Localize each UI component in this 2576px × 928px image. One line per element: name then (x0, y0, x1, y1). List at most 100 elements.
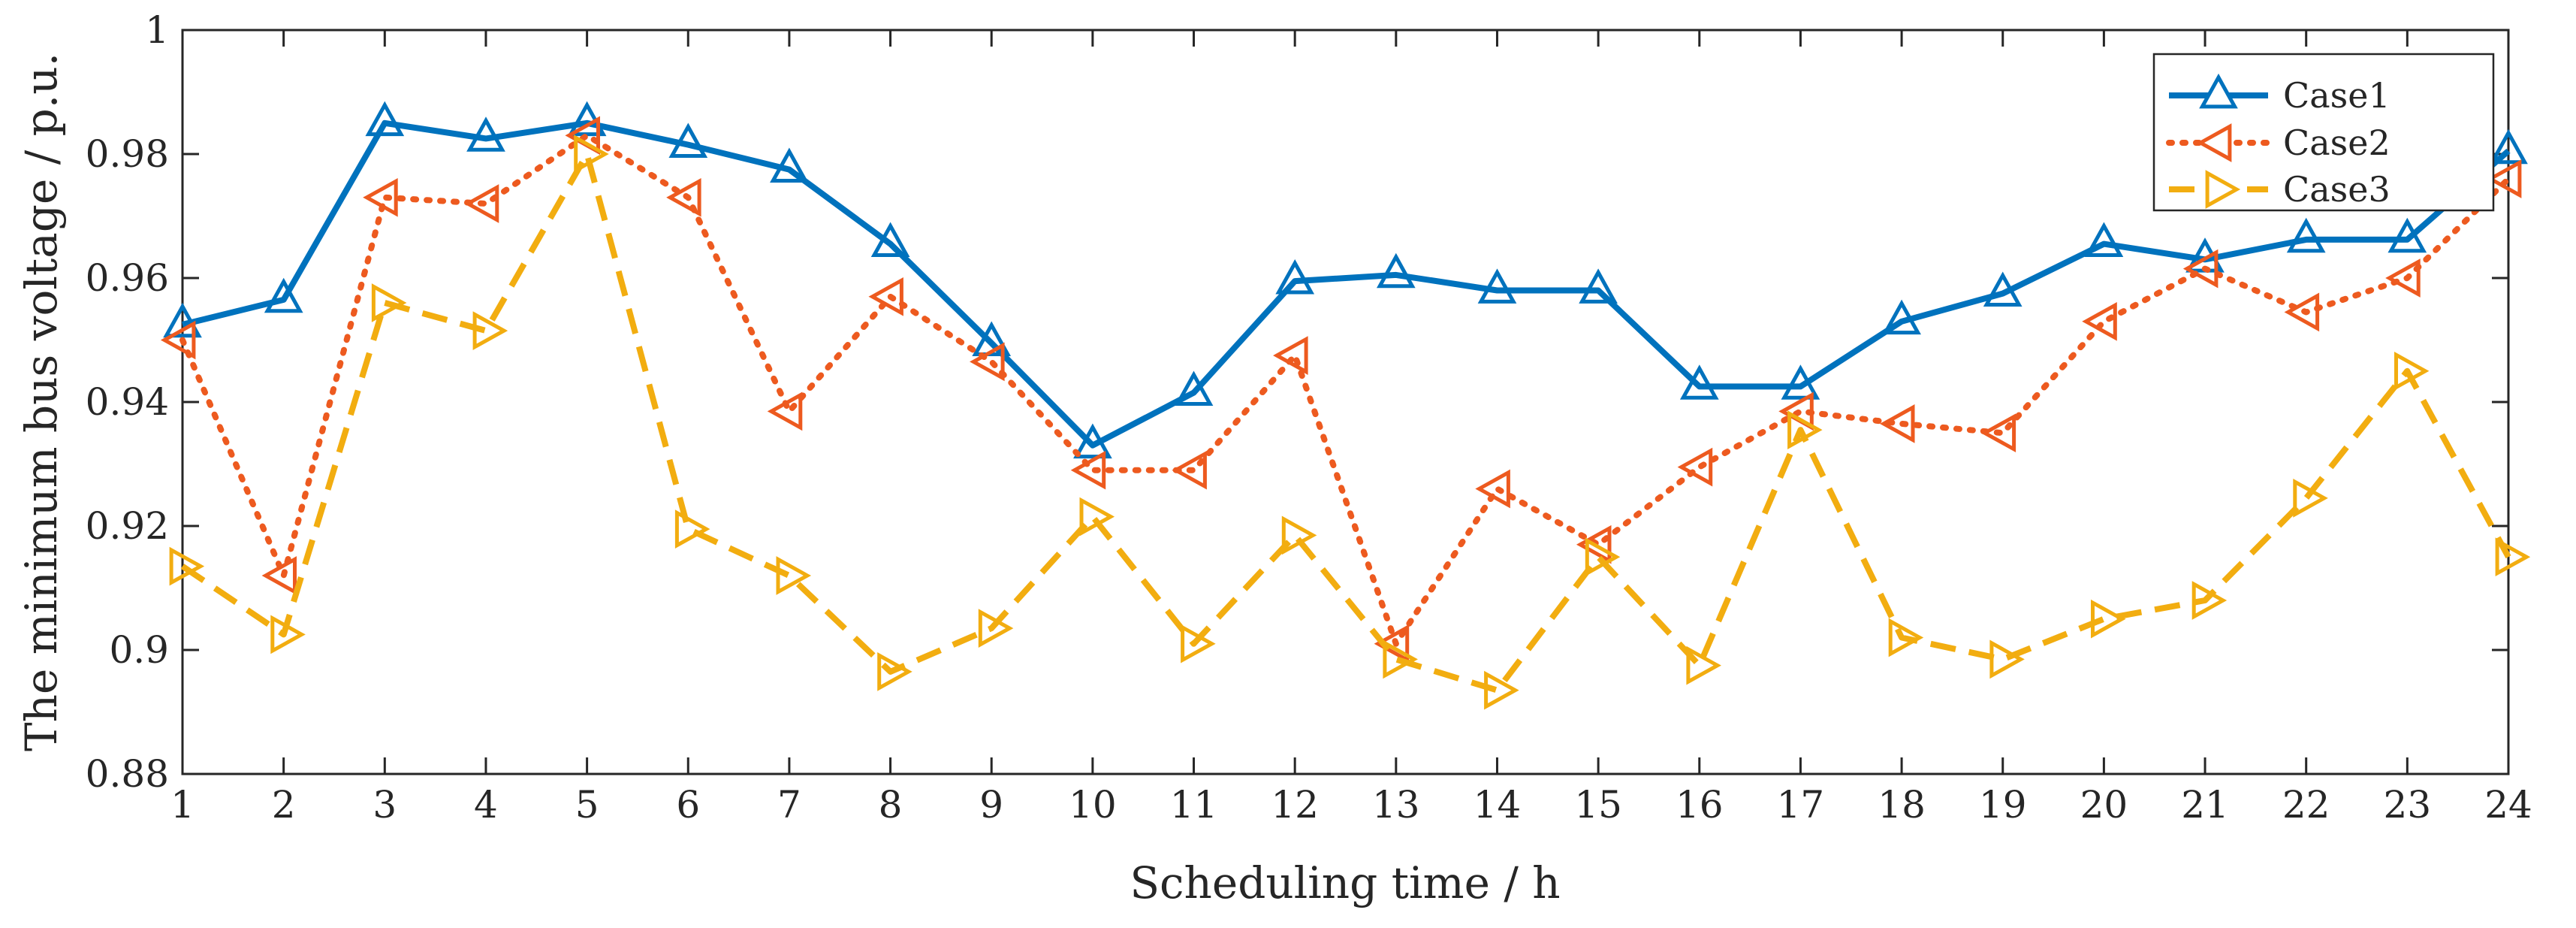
data-point-case1 (1376, 252, 1416, 289)
y-axis-title: The minimum bus voltage / p.u. (16, 53, 67, 751)
legend: Case1 Case2 Case3 (2152, 53, 2495, 212)
series-line-case1 (182, 119, 2511, 449)
y-tick-label: 0.92 (86, 504, 169, 548)
legend-label-case3: Case3 (2283, 169, 2390, 210)
x-tick-label: 23 (2384, 783, 2432, 827)
x-tick-label: 20 (2080, 783, 2128, 827)
data-point-case2 (1980, 413, 2016, 453)
data-point-case2 (1172, 450, 1207, 490)
data-point-case1 (1882, 299, 1921, 335)
y-tick-label: 1 (145, 8, 169, 52)
axis-ticks: 1 2 3 4 5 6 7 8 9 10 11 12 13 14 15 16 17 18 19 20 21 22 23 240… (86, 8, 2532, 827)
plot-area (181, 29, 2510, 775)
data-point-case3 (1787, 410, 1823, 449)
y-tick-label: 0.9 (109, 628, 169, 672)
x-tick-label: 2 (272, 783, 296, 827)
data-point-case2 (2182, 249, 2219, 289)
x-tick-label: 14 (1474, 783, 1522, 827)
data-point-case2 (2082, 301, 2117, 341)
data-point-case3 (674, 509, 710, 549)
data-point-case1 (2286, 217, 2326, 253)
data-point-case2 (261, 556, 297, 595)
data-point-case3 (1686, 645, 1721, 685)
series-case2 (160, 116, 2522, 664)
legend-label-case1: Case1 (2283, 75, 2390, 116)
x-tick-label: 15 (1574, 783, 1622, 827)
x-tick-label: 4 (474, 783, 498, 827)
data-point-case3 (2091, 599, 2126, 639)
data-point-case2 (1879, 404, 1915, 443)
x-axis-title: Scheduling time / h (1130, 857, 1560, 908)
data-point-case3 (1484, 670, 1519, 710)
series-line-case2 (179, 132, 2511, 647)
series-case1 (163, 101, 2528, 459)
data-point-case1 (1579, 268, 1618, 304)
series-line-case3 (180, 151, 2511, 694)
series-group (160, 101, 2531, 710)
data-point-case3 (1585, 537, 1621, 577)
data-point-case2 (1677, 447, 1713, 487)
y-tick-label: 0.98 (86, 132, 169, 176)
x-tick-label: 19 (1979, 783, 2027, 827)
data-point-case3 (978, 609, 1014, 648)
data-point-case3 (270, 615, 306, 654)
data-point-case1 (972, 321, 1012, 356)
data-point-case3 (2394, 351, 2430, 391)
data-point-case3 (2293, 479, 2328, 518)
x-tick-label: 9 (979, 783, 1003, 827)
data-point-case2 (666, 177, 701, 217)
data-point-case3 (1079, 497, 1115, 537)
x-tick-label: 3 (373, 783, 397, 827)
data-point-case2 (2486, 159, 2522, 198)
x-tick-label: 24 (2484, 783, 2532, 827)
data-point-case1 (870, 222, 910, 257)
x-tick-label: 6 (676, 783, 700, 827)
legend-marker-case3 (2205, 170, 2241, 209)
x-tick-label: 10 (1069, 783, 1117, 827)
data-point-case1 (163, 302, 202, 338)
data-point-case2 (970, 342, 1005, 382)
data-point-case1 (1477, 268, 1517, 304)
series-case3 (169, 135, 2531, 710)
x-tick-label: 21 (2181, 783, 2229, 827)
x-tick-label: 7 (777, 783, 801, 827)
data-point-case2 (1374, 624, 1410, 664)
y-tick-label: 0.94 (86, 380, 169, 424)
y-tick-label: 0.96 (86, 256, 169, 300)
data-point-case3 (169, 546, 205, 586)
legend-marker-case1 (2199, 73, 2238, 109)
data-point-case3 (2191, 581, 2228, 620)
data-point-case1 (1275, 258, 1315, 295)
data-point-case1 (264, 277, 303, 313)
data-point-case1 (2387, 217, 2427, 253)
data-point-case2 (1576, 524, 1612, 564)
x-tick-label: 12 (1271, 783, 1319, 827)
data-point-case3 (1181, 624, 1216, 664)
x-tick-label: 1 (170, 783, 195, 827)
data-point-case1 (1174, 370, 1214, 406)
y-tick-label: 0.88 (86, 752, 169, 796)
data-point-case1 (770, 147, 809, 183)
data-point-case2 (1070, 450, 1106, 490)
data-point-case3 (472, 311, 508, 350)
x-tick-label: 13 (1372, 783, 1420, 827)
data-point-case2 (2284, 292, 2320, 332)
data-point-case2 (160, 320, 196, 360)
data-point-case2 (1273, 336, 1308, 375)
data-point-case3 (2495, 537, 2531, 577)
data-point-case2 (463, 184, 499, 223)
data-point-case3 (1383, 639, 1418, 679)
data-point-case1 (668, 122, 708, 158)
data-point-case1 (2489, 128, 2528, 165)
data-point-case3 (1989, 639, 2025, 679)
x-tick-label: 22 (2282, 783, 2330, 827)
data-point-case1 (1679, 364, 1719, 400)
data-point-case3 (877, 652, 912, 691)
data-point-case1 (1073, 423, 1112, 459)
legend-marker-case2 (2196, 123, 2232, 162)
data-point-case2 (767, 391, 803, 431)
data-point-case1 (2084, 222, 2124, 257)
x-tick-label: 18 (1878, 783, 1926, 827)
data-point-case3 (1888, 618, 1924, 657)
x-tick-label: 11 (1170, 783, 1218, 827)
